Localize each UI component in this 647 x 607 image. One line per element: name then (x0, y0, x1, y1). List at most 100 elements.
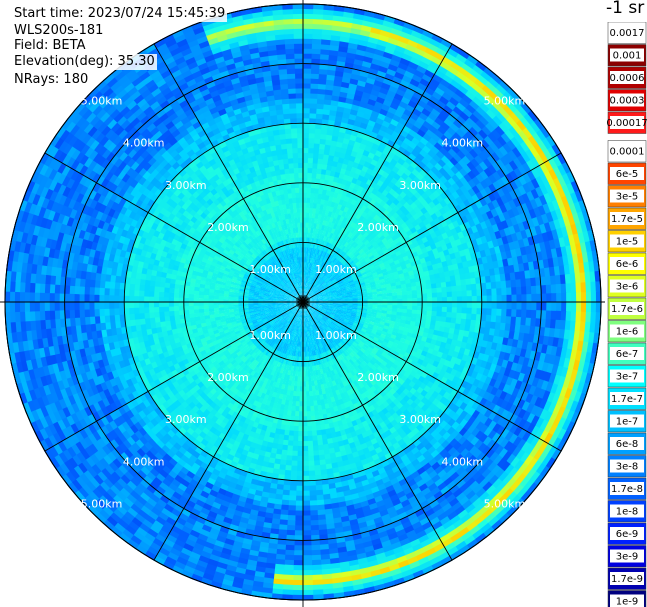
data-cell (329, 144, 337, 152)
data-cell (322, 283, 328, 288)
data-cell (530, 188, 540, 200)
data-cell (416, 306, 423, 311)
data-cell (579, 272, 587, 284)
data-cell (503, 152, 514, 164)
data-cell (360, 260, 367, 266)
data-cell (312, 13, 324, 20)
data-cell (313, 248, 317, 254)
data-cell (387, 298, 393, 303)
data-cell (322, 303, 329, 305)
data-cell (495, 315, 502, 324)
data-cell (310, 273, 314, 279)
data-cell (320, 128, 328, 135)
data-cell (317, 265, 321, 271)
data-cell (502, 210, 511, 221)
data-cell (416, 310, 423, 315)
data-cell (322, 282, 327, 287)
data-cell (434, 129, 445, 139)
data-cell (377, 296, 383, 300)
data-cell (482, 112, 494, 124)
data-cell (535, 186, 545, 198)
data-cell (550, 210, 559, 222)
data-cell (390, 80, 401, 89)
data-cell (307, 232, 311, 238)
data-cell (357, 295, 364, 299)
data-cell (330, 287, 336, 291)
data-cell (332, 89, 341, 97)
data-cell (419, 95, 431, 105)
data-cell (506, 287, 513, 296)
data-cell (379, 86, 390, 95)
data-cell (303, 53, 313, 59)
data-cell (315, 258, 319, 265)
data-cell (303, 291, 305, 298)
data-cell (406, 309, 413, 314)
data-cell (387, 63, 399, 72)
data-cell (312, 302, 319, 304)
data-cell (547, 201, 556, 213)
data-cell (326, 225, 331, 233)
data-cell (544, 267, 551, 278)
data-cell (393, 274, 400, 280)
data-cell (511, 294, 518, 303)
data-cell (306, 192, 311, 198)
data-cell (327, 303, 334, 306)
data-cell (402, 125, 412, 134)
data-cell (386, 313, 393, 318)
data-cell (487, 261, 495, 270)
data-cell (313, 286, 318, 292)
data-cell (307, 302, 314, 304)
data-cell (372, 302, 379, 305)
data-cell (377, 299, 384, 303)
data-cell (399, 190, 408, 199)
data-cell (367, 306, 373, 310)
data-cell (485, 94, 498, 106)
data-cell (551, 199, 561, 211)
data-cell (373, 274, 380, 280)
data-cell (339, 285, 346, 289)
data-cell (331, 94, 340, 102)
data-cell (431, 120, 442, 131)
data-cell (471, 176, 481, 186)
data-cell (517, 105, 529, 118)
data-cell (401, 96, 412, 105)
data-cell (536, 215, 545, 226)
data-cell (334, 246, 340, 253)
data-cell (425, 260, 433, 267)
data-cell (522, 162, 532, 174)
data-cell (425, 128, 436, 138)
data-cell (409, 278, 417, 284)
data-cell (345, 229, 351, 237)
data-cell (338, 280, 344, 285)
data-cell (312, 303, 319, 305)
data-cell (542, 203, 552, 215)
data-cell (325, 271, 331, 277)
data-cell (311, 177, 317, 184)
data-cell (521, 192, 531, 204)
data-cell (306, 294, 311, 299)
data-cell (426, 288, 433, 294)
data-cell (443, 104, 454, 115)
data-cell (477, 74, 490, 86)
data-cell (368, 264, 376, 270)
data-cell (518, 263, 525, 273)
data-cell (325, 264, 330, 270)
data-cell (367, 273, 374, 279)
data-cell (513, 157, 523, 169)
data-cell (577, 211, 586, 224)
data-cell (382, 293, 388, 297)
data-cell (548, 157, 559, 170)
data-cell (420, 318, 427, 324)
data-cell (411, 309, 418, 315)
data-cell (357, 297, 364, 301)
data-cell (549, 319, 557, 330)
data-cell (332, 130, 340, 137)
data-cell (506, 309, 513, 318)
data-cell (362, 302, 369, 305)
data-cell (314, 288, 319, 293)
data-cell (372, 304, 379, 308)
data-cell (450, 280, 457, 287)
data-cell (372, 296, 379, 300)
data-cell (429, 95, 440, 105)
data-cell (320, 267, 325, 273)
